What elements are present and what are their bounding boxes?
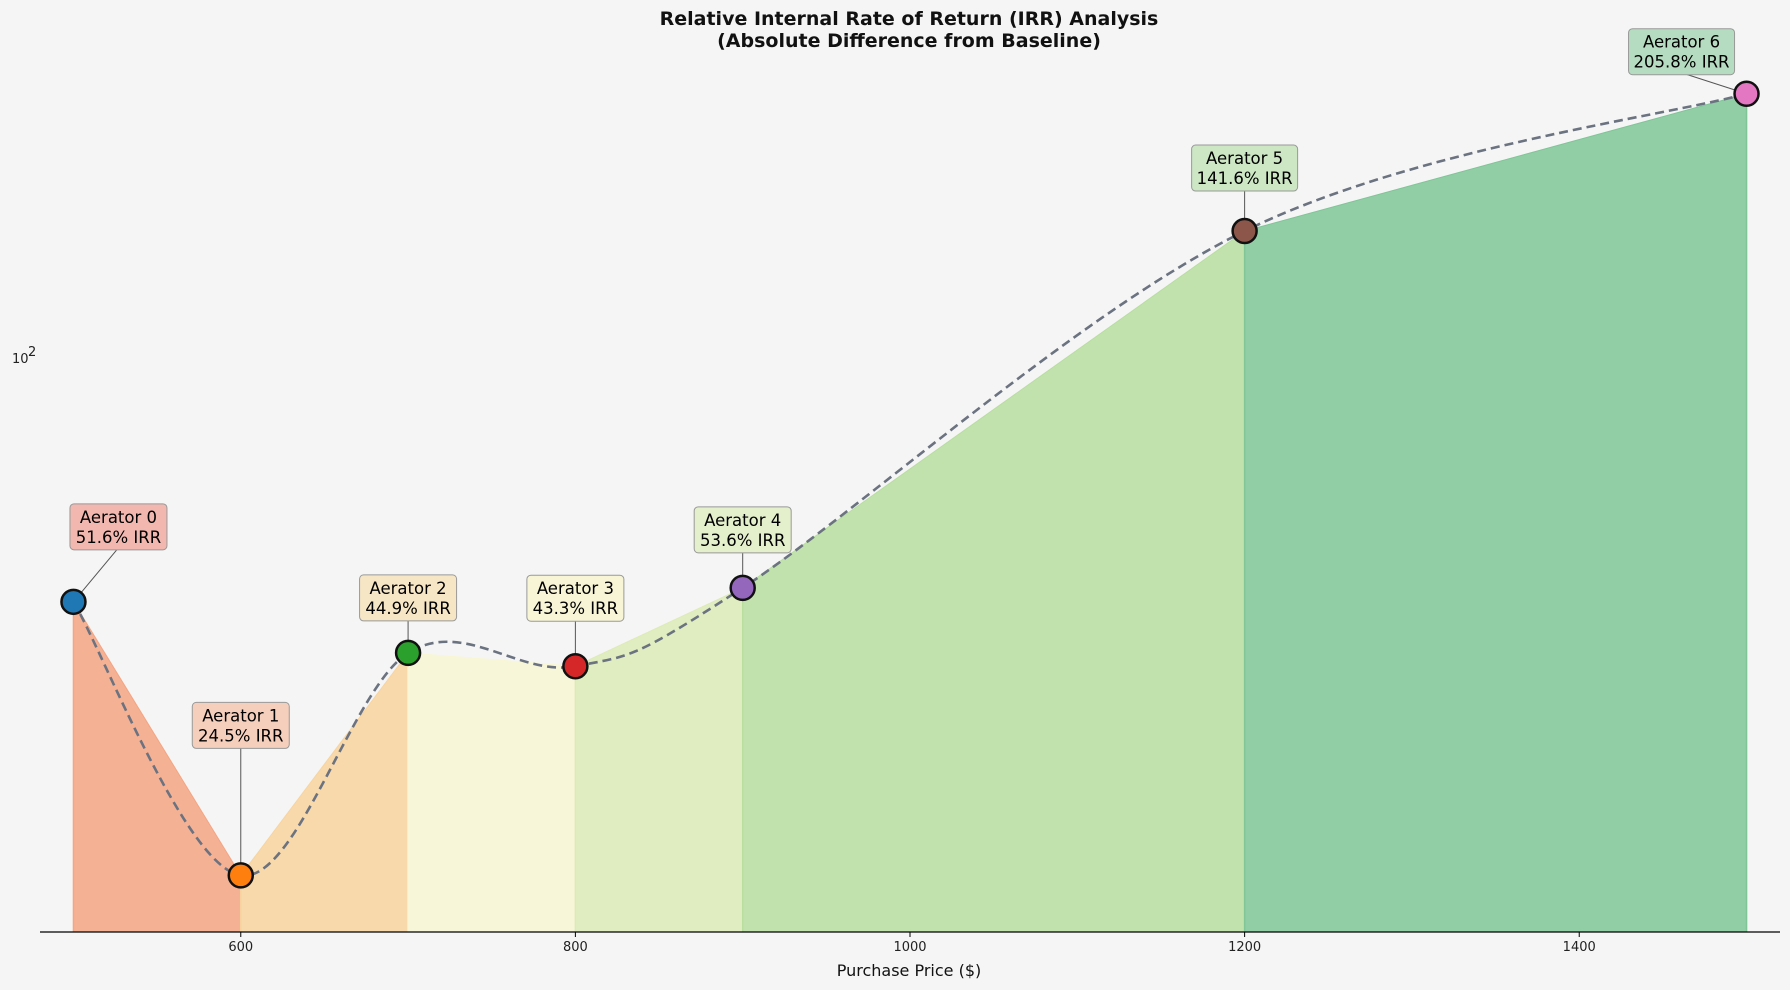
data-point-6 [1733,80,1760,107]
annotation-box-0 [69,503,168,551]
x-tick-label-800: 800 [563,940,588,955]
annotation-box-3 [526,574,625,622]
annotation-label-6: Aerator 6 [1643,33,1720,52]
annotation-box-4 [693,506,792,554]
annotation-irr-3: 43.3% IRR [533,599,618,618]
annotation-irr-4: 53.6% IRR [700,531,785,550]
data-point-5 [1231,217,1258,245]
annotation-label-5: Aerator 5 [1206,149,1283,168]
area-fills [72,93,1748,933]
annotation-irr-5: 141.6% IRR [1197,169,1293,188]
axes: 600 800 1000 1200 1400 10 2 [12,345,1780,955]
annotations: Aerator 051.6% IRR Aerator 124.5% IRR Aera… [69,28,1747,876]
x-tick-label-1200: 1200 [1228,940,1261,955]
annotation-label-0: Aerator 0 [80,508,157,527]
data-point-3 [562,652,589,680]
annotation-irr-6: 205.8% IRR [1634,53,1730,72]
annotation-label-4: Aerator 4 [704,511,781,530]
annotation-irr-2: 44.9% IRR [365,599,450,618]
area-segment-2 [407,652,576,933]
annotation-box-2 [359,574,458,622]
data-points [60,80,1760,889]
annotation-label-3: Aerator 3 [537,579,614,598]
data-point-2 [394,639,422,667]
data-point-4 [729,574,756,602]
chart-title: Relative Internal Rate of Return (IRR) A… [660,8,1159,30]
annotation-label-1: Aerator 1 [202,706,279,725]
annotation-irr-1: 24.5% IRR [198,726,283,745]
area-segment-1 [240,651,409,933]
annotation-irr-0: 51.6% IRR [76,528,161,547]
x-tick-label-1000: 1000 [893,940,926,955]
annotation-box-5 [1191,144,1299,192]
x-tick-label-600: 600 [228,940,253,955]
area-segment-5 [1244,93,1748,933]
y-tick-exponent: 2 [28,345,36,360]
x-tick-label-1400: 1400 [1563,940,1596,955]
y-tick-label: 10 [12,352,29,367]
annotation-box-1 [191,701,290,749]
area-segment-0 [72,600,242,933]
x-axis-label: Purchase Price ($) [837,961,982,980]
data-point-0 [60,588,87,616]
data-point-1 [227,862,255,889]
annotation-box-6 [1628,28,1736,76]
annotation-label-2: Aerator 2 [370,579,447,598]
area-segment-4 [742,230,1246,933]
chart-subtitle: (Absolute Difference from Baseline) [717,30,1101,52]
